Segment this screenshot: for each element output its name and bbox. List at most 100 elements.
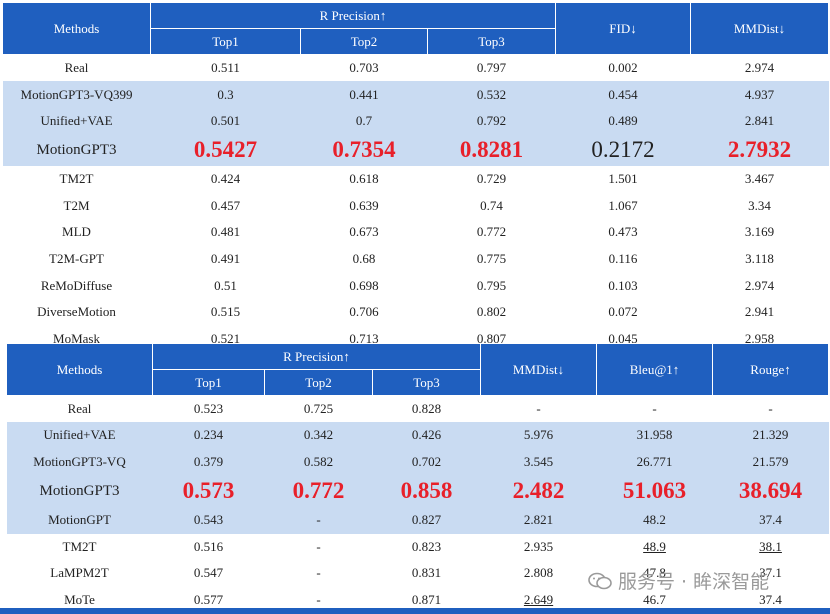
cell-top2: 0.7 xyxy=(300,107,428,135)
cell-top1: 0.234 xyxy=(152,422,265,449)
cell-rouge: 38.1 xyxy=(712,533,829,560)
cell-fid: 0.2172 xyxy=(555,134,691,166)
cell-top2: 0.706 xyxy=(300,299,428,326)
cell-name: TM2T xyxy=(6,533,153,560)
cell-top3: 0.729 xyxy=(427,165,556,193)
cell-top1: 0.5427 xyxy=(150,134,301,166)
cell-mmdist: 2.841 xyxy=(690,107,829,135)
header-top2: Top2 xyxy=(264,369,373,396)
cell-top1: 0.379 xyxy=(152,448,265,475)
cell-top3: 0.426 xyxy=(372,422,481,449)
cell-top3: 0.802 xyxy=(427,299,556,326)
cell-rouge: - xyxy=(712,395,829,422)
cell-top3: 0.828 xyxy=(372,395,481,422)
header-top2: Top2 xyxy=(300,28,428,55)
cell-mmdist: 2.941 xyxy=(690,299,829,326)
cell-top3: 0.823 xyxy=(372,533,481,560)
cell-name: MotionGPT3-VQ xyxy=(6,448,153,475)
cell-top1: 0.543 xyxy=(152,507,265,534)
cell-top3: 0.8281 xyxy=(427,134,556,166)
cell-top2: 0.725 xyxy=(264,395,373,422)
cell-top2: 0.673 xyxy=(300,218,428,246)
cell-mmdist: 3.34 xyxy=(690,192,829,219)
cell-top3: 0.74 xyxy=(427,192,556,219)
header-rouge: Rouge↑ xyxy=(712,343,830,396)
cell-top1: 0.516 xyxy=(152,533,265,560)
cell-bleu: 31.958 xyxy=(596,422,713,449)
table-row: MotionGPT3 0.5427 0.7354 0.8281 0.2172 2.7932 xyxy=(2,134,829,166)
cell-top3: 0.797 xyxy=(427,54,556,82)
cell-mmdist: 2.808 xyxy=(480,560,597,587)
wechat-icon xyxy=(588,572,612,590)
cell-top1: 0.511 xyxy=(150,54,301,82)
header-top1: Top1 xyxy=(150,28,301,55)
cell-fid: 1.501 xyxy=(555,165,691,193)
header-top1: Top1 xyxy=(152,369,265,396)
results-table-2: Methods R Precision↑ MMDist↓ Bleu@1↑ Rou… xyxy=(6,343,830,613)
cell-name: Real xyxy=(2,54,151,82)
cell-mmdist: 2.974 xyxy=(690,54,829,82)
cell-fid: 0.116 xyxy=(555,245,691,273)
cell-mmdist: 3.467 xyxy=(690,165,829,193)
cell-top1: 0.3 xyxy=(150,81,301,108)
cell-name: DiverseMotion xyxy=(2,299,151,326)
cell-top2: 0.441 xyxy=(300,81,428,108)
cell-bleu: - xyxy=(596,395,713,422)
watermark-text: 服务号 · 眸深智能 xyxy=(618,571,770,593)
cell-mmdist: 5.976 xyxy=(480,422,597,449)
cell-top2: 0.703 xyxy=(300,54,428,82)
cell-top1: 0.481 xyxy=(150,218,301,246)
cell-fid: 0.103 xyxy=(555,272,691,299)
cell-top3: 0.772 xyxy=(427,218,556,246)
cell-top3: 0.792 xyxy=(427,107,556,135)
header-mmdist: MMDist↓ xyxy=(480,343,598,396)
cell-name: MLD xyxy=(2,218,151,246)
cell-top2: - xyxy=(264,533,373,560)
table-row: TM2T 0.424 0.618 0.729 1.501 3.467 xyxy=(2,165,829,193)
cell-top3: 0.795 xyxy=(427,272,556,299)
table-row: MotionGPT3 0.573 0.772 0.858 2.482 51.063 38.6… xyxy=(6,475,829,507)
cell-bleu: 26.771 xyxy=(596,448,713,475)
cell-top2: - xyxy=(264,560,373,587)
cell-fid: 0.473 xyxy=(555,218,691,246)
cell-top3: 0.858 xyxy=(372,475,481,507)
cell-name: MotionGPT3 xyxy=(2,134,151,166)
header-r-precision: R Precision↑ xyxy=(151,343,482,370)
header-fid: FID↓ xyxy=(555,2,692,55)
header-bleu: Bleu@1↑ xyxy=(596,343,714,396)
cell-top1: 0.547 xyxy=(152,560,265,587)
cell-fid: 0.072 xyxy=(555,299,691,326)
table-row: DiverseMotion 0.515 0.706 0.802 0.072 2.941 xyxy=(2,299,829,326)
header-methods: Methods xyxy=(2,2,151,55)
cell-top1: 0.457 xyxy=(150,192,301,219)
header-methods: Methods xyxy=(6,343,153,396)
cell-top2: 0.582 xyxy=(264,448,373,475)
header-r-precision: R Precision↑ xyxy=(149,2,557,29)
cell-top2: 0.698 xyxy=(300,272,428,299)
cell-top3: 0.831 xyxy=(372,560,481,587)
header-top3: Top3 xyxy=(426,28,557,55)
cell-rouge: 37.1 xyxy=(712,560,829,587)
table-row: Real 0.523 0.725 0.828- - - xyxy=(6,395,829,422)
cell-name: T2M-GPT xyxy=(2,245,151,273)
cell-top1: 0.51 xyxy=(150,272,301,299)
cell-name: Unified+VAE xyxy=(6,422,153,449)
cell-mmdist: 2.7932 xyxy=(690,134,829,166)
cell-top1: 0.573 xyxy=(152,475,265,507)
cell-fid: 0.002 xyxy=(555,54,691,82)
cell-rouge: 37.4 xyxy=(712,507,829,534)
header-top3: Top3 xyxy=(371,369,482,396)
cell-rouge: 21.329 xyxy=(712,422,829,449)
bottom-border-bar xyxy=(0,608,830,614)
cell-top2: 0.772 xyxy=(264,475,373,507)
cell-top1: 0.491 xyxy=(150,245,301,273)
cell-name: TM2T xyxy=(2,165,151,193)
cell-mmdist: 2.935 xyxy=(480,533,597,560)
cell-fid: 0.489 xyxy=(555,107,691,135)
cell-top2: 0.68 xyxy=(300,245,428,273)
cell-rouge: 38.694 xyxy=(712,475,829,507)
cell-rouge: 21.579 xyxy=(712,448,829,475)
cell-name: T2M xyxy=(2,192,151,219)
table-row: Unified+VAE 0.234 0.342 0.426 5.976 31.958 21.… xyxy=(6,422,829,449)
header-mmdist: MMDist↓ xyxy=(690,2,830,55)
